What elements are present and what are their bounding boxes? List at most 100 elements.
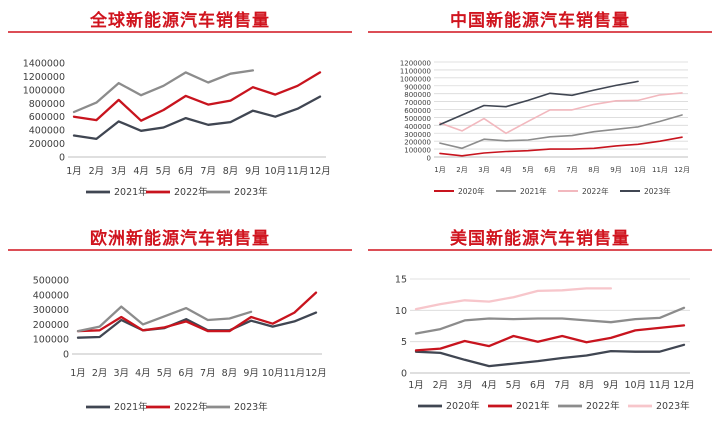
legend-label: 2020年 — [458, 186, 485, 196]
x-tick-label: 8月 — [579, 380, 595, 391]
y-tick-label: 1400000 — [23, 59, 65, 70]
x-tick-label: 5月 — [157, 368, 173, 379]
x-tick-label: 1月 — [434, 166, 445, 174]
series-line — [72, 69, 255, 114]
chart-title: 欧洲新能源汽车销售量 — [90, 229, 270, 249]
legend-label: 2021年 — [114, 186, 148, 198]
y-tick-label: 200000 — [404, 139, 431, 147]
y-tick-label: 600000 — [404, 107, 431, 115]
x-tick-label: 3月 — [113, 368, 129, 379]
y-tick-label: 5 — [401, 337, 407, 348]
y-tick-label: 800000 — [404, 91, 431, 99]
x-tick-label: 2月 — [433, 380, 449, 391]
x-tick-label: 11月 — [284, 368, 306, 379]
chart-panel-global: 全球新能源汽车销售量 0 200000 400000 600000 800000 1000… — [0, 0, 360, 216]
x-tick-label: 4月 — [133, 166, 149, 177]
series-line — [76, 311, 318, 339]
x-tick-label: 11月 — [652, 166, 668, 174]
x-tick-label: 3月 — [478, 166, 489, 174]
x-tick-label: 7月 — [554, 380, 570, 391]
x-tick-label: 8月 — [223, 166, 239, 177]
chart-title: 全球新能源汽车销售量 — [90, 11, 270, 31]
series-line — [414, 343, 686, 368]
legend-label: 2021年 — [516, 400, 550, 412]
legend-label: 2022年 — [582, 186, 609, 196]
x-tick-label: 7月 — [566, 166, 577, 174]
x-tick-label: 7月 — [200, 166, 216, 177]
chart-panel-europe: 欧洲新能源汽车销售量 0 100000 200000 300000 400000 5000… — [0, 216, 360, 432]
x-tick-label: 12月 — [305, 368, 327, 379]
x-tick-label: 12月 — [309, 166, 331, 177]
series-line — [72, 71, 322, 122]
legend-label: 2023年 — [656, 400, 690, 412]
series-line — [439, 114, 683, 150]
y-tick-label: 100000 — [404, 147, 431, 155]
y-tick-label: 400000 — [29, 126, 65, 137]
x-tick-label: 1月 — [66, 166, 82, 177]
legend-label: 2023年 — [234, 401, 268, 413]
y-tick-label: 200000 — [29, 139, 65, 150]
x-tick-label: 10月 — [264, 166, 286, 177]
x-tick-label: 2月 — [92, 368, 108, 379]
x-tick-label: 6月 — [178, 166, 194, 177]
x-tick-label: 9月 — [243, 368, 259, 379]
y-tick-label: 100000 — [33, 335, 69, 346]
x-tick-label: 3月 — [111, 166, 127, 177]
y-tick-label: 300000 — [404, 131, 431, 139]
series-line — [76, 305, 253, 333]
series-line — [414, 306, 686, 335]
legend-label: 2020年 — [446, 400, 480, 412]
x-tick-label: 6月 — [544, 166, 555, 174]
legend-label: 2023年 — [234, 186, 268, 198]
y-tick-label: 0 — [427, 155, 431, 163]
x-tick-label: 10月 — [262, 368, 284, 379]
x-tick-label: 4月 — [135, 368, 151, 379]
y-tick-label: 500000 — [404, 115, 431, 123]
y-tick-label: 600000 — [29, 112, 65, 123]
chart-title: 中国新能源汽车销售量 — [450, 11, 630, 31]
x-tick-label: 11月 — [649, 380, 671, 391]
y-tick-label: 0 — [401, 369, 407, 380]
series-line — [439, 136, 683, 157]
x-tick-label: 7月 — [200, 368, 216, 379]
chart-panel-usa: 美国新能源汽车销售量 0 5 10 15 1月 2月 3月 4月 5月 6月 7月 8月 9月 10月 11… — [360, 216, 720, 432]
line-chart-usa: 0 5 10 15 1月 2月 3月 4月 5月 6月 7月 8月 9月 10月 11月 12月 2020年 20… — [368, 249, 712, 412]
x-tick-label: 1月 — [408, 380, 424, 391]
y-tick-label: 1000000 — [400, 75, 431, 83]
legend-label: 2022年 — [174, 401, 208, 413]
x-tick-label: 6月 — [178, 368, 194, 379]
y-tick-label: 0 — [59, 153, 65, 164]
y-tick-label: 800000 — [29, 99, 65, 110]
legend-label: 2023年 — [644, 186, 671, 196]
y-tick-label: 1000000 — [23, 85, 65, 96]
x-tick-label: 2月 — [89, 166, 105, 177]
line-chart-europe: 0 100000 200000 300000 400000 500000 1月 2月 3月 4月 5… — [8, 249, 352, 413]
x-tick-label: 4月 — [500, 166, 511, 174]
x-tick-label: 11月 — [287, 166, 309, 177]
series-line — [439, 80, 639, 126]
y-tick-label: 200000 — [33, 320, 69, 331]
legend-label: 2021年 — [520, 186, 547, 196]
x-tick-label: 6月 — [530, 380, 546, 391]
x-tick-label: 8月 — [222, 368, 238, 379]
x-tick-label: 2月 — [456, 166, 467, 174]
x-tick-label: 4月 — [481, 380, 497, 391]
x-tick-label: 3月 — [457, 380, 473, 391]
y-tick-label: 1200000 — [23, 72, 65, 83]
y-tick-label: 400000 — [404, 123, 431, 131]
y-tick-label: 10 — [395, 306, 407, 317]
series-line — [414, 324, 686, 352]
x-tick-label: 10月 — [630, 166, 646, 174]
x-tick-label: 12月 — [673, 380, 695, 391]
x-tick-label: 1月 — [70, 368, 86, 379]
line-chart-china: 0100000200000300000400000500000600000700… — [368, 31, 712, 196]
x-tick-label: 9月 — [245, 166, 261, 177]
legend-label: 2022年 — [586, 400, 620, 412]
x-tick-label: 9月 — [610, 166, 621, 174]
chart-panel-china: 中国新能源汽车销售量 0 100000 200000 300000 400000 5000… — [360, 0, 720, 216]
x-tick-label: 5月 — [522, 166, 533, 174]
y-tick-label: 400000 — [33, 290, 69, 301]
x-tick-label: 5月 — [156, 166, 172, 177]
x-tick-label: 9月 — [603, 380, 619, 391]
series-line — [72, 95, 322, 141]
